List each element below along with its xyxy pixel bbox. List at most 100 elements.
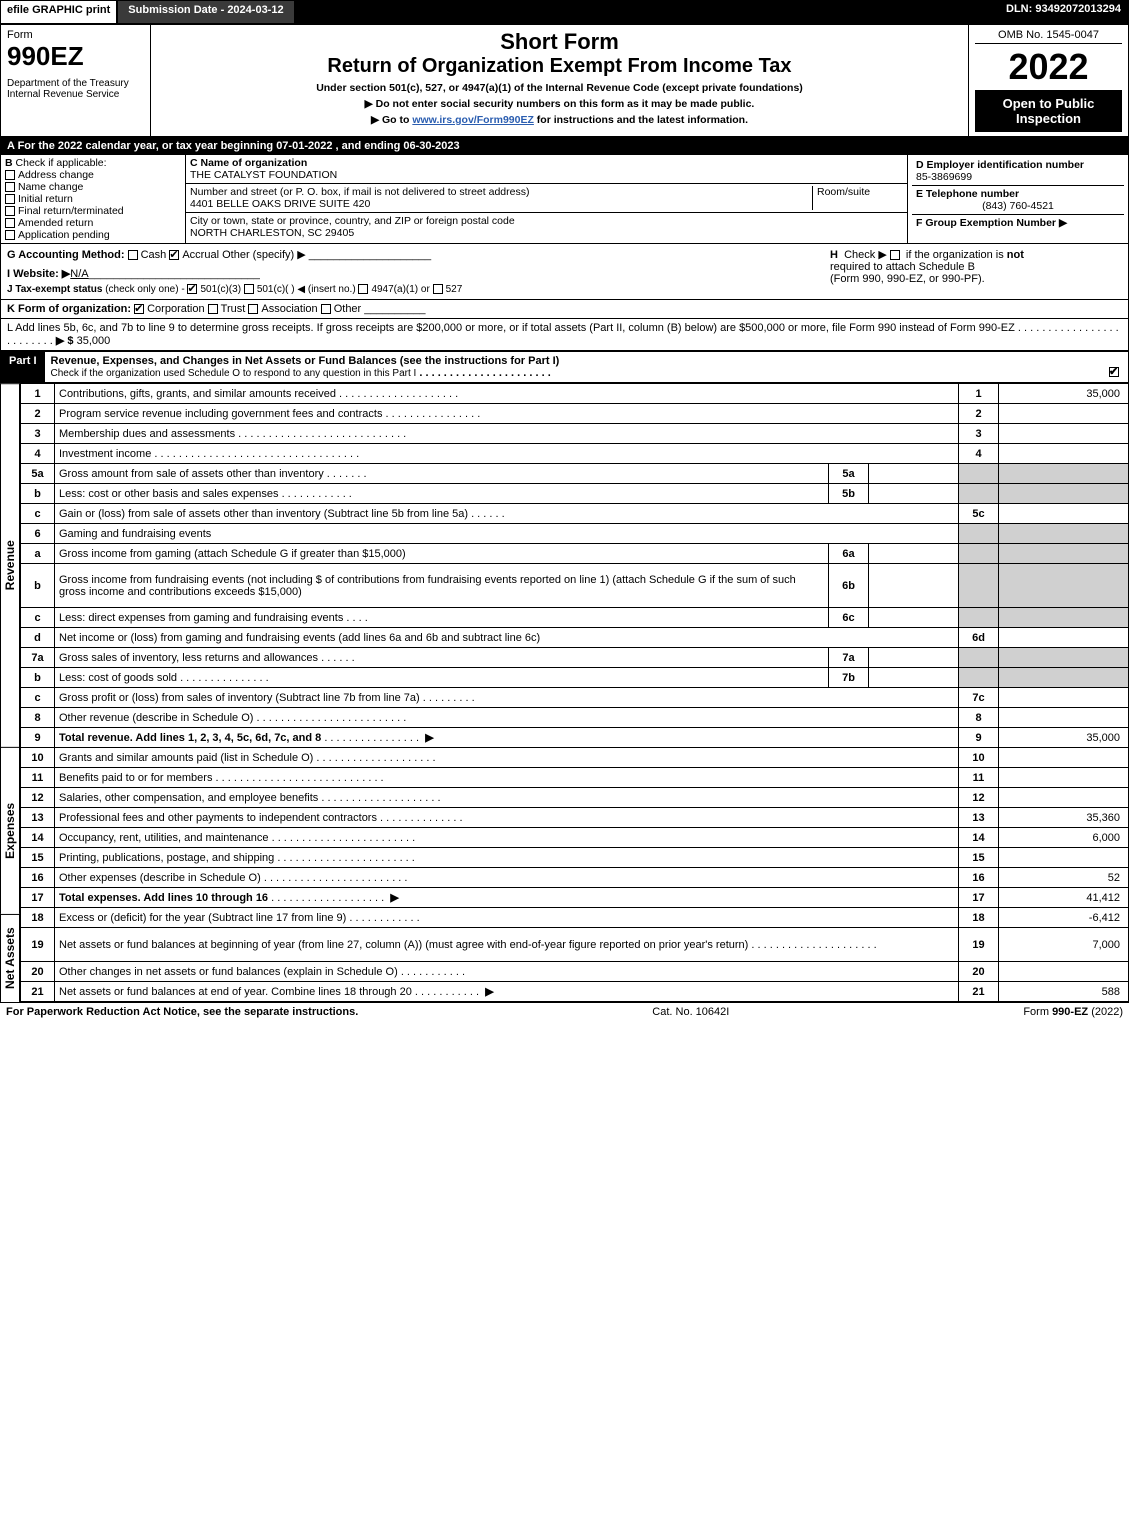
cb-501c[interactable] [244, 284, 254, 294]
h-text1: Check ▶ [844, 249, 887, 261]
tax-year: 2022 [975, 46, 1122, 88]
l2-a [999, 404, 1129, 424]
l7c-a [999, 688, 1129, 708]
city-label: City or town, state or province, country… [190, 215, 515, 227]
cb-corp[interactable] [134, 304, 144, 314]
f-arrow: ▶ [1059, 217, 1067, 229]
cb-501c3[interactable] [187, 284, 197, 294]
l11-n: 11 [21, 768, 55, 788]
l8-n: 8 [21, 708, 55, 728]
cb-name-change[interactable] [5, 182, 15, 192]
l14-n: 14 [21, 828, 55, 848]
note-goto: ▶ Go to www.irs.gov/Form990EZ for instru… [157, 114, 962, 126]
j-d: 4947(a)(1) or [371, 284, 429, 295]
cb-assoc[interactable] [248, 304, 258, 314]
submission-date-label: Submission Date - 2024-03-12 [117, 0, 294, 24]
header-left: Form 990EZ Department of the Treasury In… [1, 25, 151, 136]
line-4: 4Investment income . . . . . . . . . . .… [21, 444, 1129, 464]
topbar-spacer [295, 0, 998, 24]
c-street-row: Number and street (or P. O. box, if mail… [186, 184, 907, 213]
note-ssn: ▶ Do not enter social security numbers o… [157, 98, 962, 110]
website-value: N/A [70, 268, 88, 280]
k-row: K Form of organization: Corporation Trus… [0, 300, 1129, 319]
l6d-c: 6d [959, 628, 999, 648]
h-text3: required to attach Schedule B [830, 261, 975, 273]
cb-accrual[interactable] [169, 250, 179, 260]
cb-cash[interactable] [128, 250, 138, 260]
c-name-row: C Name of organization THE CATALYST FOUN… [186, 155, 907, 184]
l11-d: Benefits paid to or for members [59, 772, 212, 784]
cb-527[interactable] [433, 284, 443, 294]
line-16: 16Other expenses (describe in Schedule O… [21, 868, 1129, 888]
l-arrow: ▶ $ [56, 335, 74, 347]
l9-n: 9 [21, 728, 55, 748]
l13-a: 35,360 [999, 808, 1129, 828]
cb-amended-return[interactable] [5, 218, 15, 228]
cb-schedule-o[interactable] [1109, 367, 1119, 377]
cb-final-return[interactable] [5, 206, 15, 216]
l6-n: 6 [21, 524, 55, 544]
cb-h[interactable] [890, 250, 900, 260]
l6-as [999, 524, 1129, 544]
cb-application-pending[interactable] [5, 230, 15, 240]
l4-c: 4 [959, 444, 999, 464]
public-inspection-badge: Open to Public Inspection [975, 90, 1122, 132]
cb-trust[interactable] [208, 304, 218, 314]
lines-table: 1Contributions, gifts, grants, and simil… [20, 383, 1129, 1002]
l19-n: 19 [21, 928, 55, 962]
l17-arrow: ▶ [390, 892, 398, 904]
g-other: Other (specify) ▶ [222, 249, 306, 261]
expenses-label: Expenses [0, 747, 20, 914]
l5c-d: Gain or (loss) from sale of assets other… [59, 508, 468, 520]
k-trust: Trust [221, 303, 246, 315]
cb-other-org[interactable] [321, 304, 331, 314]
irs-link[interactable]: www.irs.gov/Form990EZ [412, 114, 534, 126]
b-opt-1: Name change [18, 181, 83, 193]
d-label: D Employer identification number [916, 159, 1084, 171]
short-form-title: Short Form [157, 29, 962, 55]
gh-row: G Accounting Method: Cash Accrual Other … [0, 244, 1129, 300]
l20-c: 20 [959, 962, 999, 982]
line-5b: bLess: cost or other basis and sales exp… [21, 484, 1129, 504]
l9-arrow: ▶ [425, 732, 433, 744]
f-label: F Group Exemption Number [916, 217, 1056, 229]
footer-left: For Paperwork Reduction Act Notice, see … [6, 1006, 358, 1018]
l2-d: Program service revenue including govern… [59, 408, 382, 420]
l2-c: 2 [959, 404, 999, 424]
part-i-title: Revenue, Expenses, and Changes in Net As… [51, 355, 560, 367]
l7c-d: Gross profit or (loss) from sales of inv… [59, 692, 420, 704]
l5b-as [999, 484, 1129, 504]
revenue-label: Revenue [0, 383, 20, 747]
l7b-cs [959, 668, 999, 688]
top-bar: efile GRAPHIC print Submission Date - 20… [0, 0, 1129, 24]
line-17: 17Total expenses. Add lines 10 through 1… [21, 888, 1129, 908]
h-label: H [830, 249, 838, 261]
l15-a [999, 848, 1129, 868]
line-7c: cGross profit or (loss) from sales of in… [21, 688, 1129, 708]
l6a-cs [959, 544, 999, 564]
l5c-n: c [21, 504, 55, 524]
cb-address-change[interactable] [5, 170, 15, 180]
footer-right: Form 990-EZ (2022) [1023, 1006, 1123, 1018]
j-label: J Tax-exempt status [7, 284, 102, 295]
line-21: 21Net assets or fund balances at end of … [21, 982, 1129, 1002]
line-6a: aGross income from gaming (attach Schedu… [21, 544, 1129, 564]
l16-c: 16 [959, 868, 999, 888]
l6c-sc: 6c [829, 608, 869, 628]
l5b-d: Less: cost or other basis and sales expe… [59, 488, 279, 500]
city-value: NORTH CHARLESTON, SC 29405 [190, 227, 354, 239]
e-row: E Telephone number (843) 760-4521 [912, 186, 1124, 215]
l5a-as [999, 464, 1129, 484]
l21-a: 588 [999, 982, 1129, 1002]
l3-d: Membership dues and assessments [59, 428, 235, 440]
cb-initial-return[interactable] [5, 194, 15, 204]
box-def: D Employer identification number 85-3869… [908, 155, 1128, 243]
l7a-n: 7a [21, 648, 55, 668]
b-checkif: Check if applicable: [16, 157, 107, 169]
part-i-header: Part I Revenue, Expenses, and Changes in… [0, 351, 1129, 383]
l20-a [999, 962, 1129, 982]
efile-print-label[interactable]: efile GRAPHIC print [0, 0, 117, 24]
cb-4947[interactable] [358, 284, 368, 294]
street-label: Number and street (or P. O. box, if mail… [190, 186, 529, 198]
l5b-sc: 5b [829, 484, 869, 504]
